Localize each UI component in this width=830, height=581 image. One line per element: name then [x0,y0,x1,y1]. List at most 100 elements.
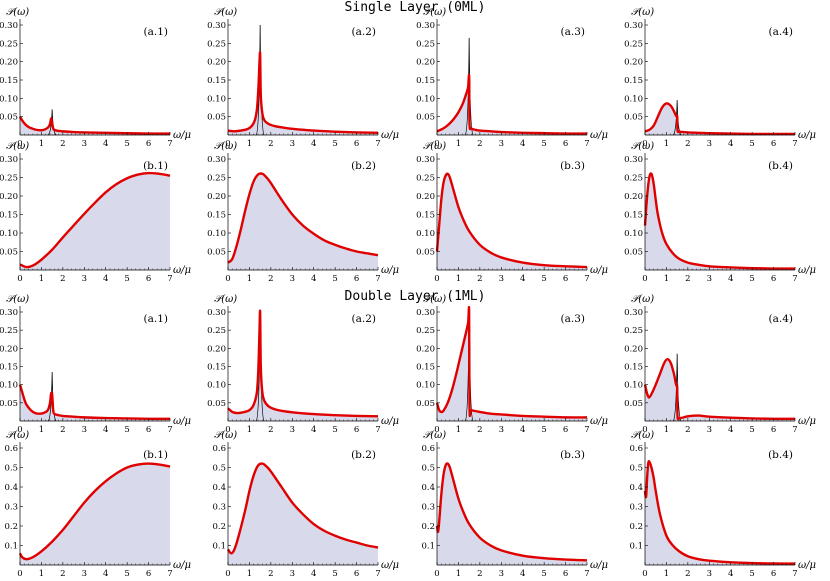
y-tick-label: 0.20 [207,58,226,68]
y-tick-label: 0.15 [624,211,643,221]
x-tick-label: 4 [728,274,733,284]
x-tick-label: 1 [247,569,252,579]
x-tick-label: 7 [167,274,172,284]
y-tick-label: 0.3 [212,503,226,513]
y-tick-label: 0.10 [624,229,643,239]
x-tick-label: 0 [225,569,230,579]
x-tick-label: 7 [792,569,797,579]
x-tick-label: 4 [311,425,316,435]
x-tick-label: 0 [434,139,439,149]
y-tick-label: 0.30 [207,155,226,165]
x-tick-label: 0 [225,274,230,284]
y-tick-label: 0.20 [624,58,643,68]
y-axis-label: 𝒫(ω) [423,294,446,305]
x-tick-label: 3 [82,569,87,579]
y-tick-label: 0.20 [416,58,435,68]
x-tick-label: 6 [563,425,568,435]
panel-3-0: 0 1 2 3 4 5 6 7 0.1 0.2 0.3 0.4 0.5 0.6 𝒫(ω) ω/μ (b.1) [4,430,191,579]
x-tick-label: 7 [584,569,589,579]
x-tick-label: 5 [124,425,129,435]
y-tick-label: 0.25 [207,39,226,49]
x-tick-label: 5 [541,425,546,435]
x-tick-label: 5 [332,139,337,149]
x-tick-label: 6 [771,425,776,435]
panel-1-2: 0 1 2 3 4 5 6 7 0.05 0.10 0.15 0.20 0.25 0.30 𝒫(ω) ω/μ (… [416,141,608,284]
y-tick-label: 0.2 [4,522,18,532]
y-tick-label: 0.30 [0,155,18,165]
spike-line [47,109,57,136]
panel-label: (a.3) [561,313,585,325]
y-tick-label: 0.10 [624,381,643,391]
x-tick-label: 5 [124,274,129,284]
series-curve [435,305,588,419]
y-tick-label: 0.6 [212,444,226,454]
panel-2-2: 0 1 2 3 4 5 6 7 0.05 0.10 0.15 0.20 0.25 0.30 𝒫(ω) ω/μ (… [416,294,608,435]
y-tick-label: 0.15 [416,76,435,86]
x-tick-label: 5 [749,425,754,435]
x-tick-label: 4 [520,139,525,149]
y-tick-label: 0.5 [629,464,643,474]
x-tick-label: 3 [290,274,295,284]
x-axis-label: ω/μ [173,560,191,571]
series-curve [435,462,588,562]
y-tick-label: 0.6 [421,444,435,454]
y-tick-label: 0.15 [624,76,643,86]
x-tick-label: 1 [247,425,252,435]
x-tick-label: 6 [146,274,151,284]
y-tick-label: 0.5 [421,464,435,474]
x-tick-label: 6 [771,139,776,149]
y-tick-label: 0.15 [0,76,18,86]
x-tick-label: 1 [664,425,669,435]
y-tick-label: 0.20 [0,192,18,202]
panel-label: (b.1) [143,160,168,172]
x-axis-label: ω/μ [590,560,608,571]
x-tick-label: 0 [225,139,230,149]
y-tick-label: 0.15 [207,363,226,373]
panel-3-1: 0 1 2 3 4 5 6 7 0.1 0.2 0.3 0.4 0.5 0.6 𝒫(ω) ω/μ (b.2) [212,430,399,579]
panel-3-2: 0 1 2 3 4 5 6 7 0.1 0.2 0.3 0.4 0.5 0.6 𝒫(ω) ω/μ (b.3) [421,430,608,579]
x-tick-label: 1 [456,425,461,435]
x-tick-label: 7 [167,569,172,579]
y-tick-label: 0.20 [624,344,643,354]
y-axis-label: 𝒫(ω) [631,7,654,18]
y-tick-label: 0.4 [629,483,643,493]
x-tick-label: 2 [60,569,65,579]
area-fill [437,307,587,421]
x-tick-label: 5 [332,425,337,435]
y-tick-label: 0.05 [624,399,643,409]
x-tick-label: 4 [520,425,525,435]
y-tick-label: 0.1 [629,542,643,552]
x-tick-label: 5 [124,569,129,579]
y-tick-label: 0.25 [624,326,643,336]
x-tick-label: 2 [60,139,65,149]
x-tick-label: 2 [477,569,482,579]
series-curve [227,172,379,264]
y-tick-label: 0.3 [4,503,18,513]
y-tick-label: 0.4 [4,483,18,493]
x-tick-label: 1 [664,569,669,579]
x-tick-label: 0 [225,425,230,435]
x-tick-label: 4 [311,139,316,149]
y-tick-label: 0.2 [629,522,643,532]
x-tick-label: 5 [749,274,754,284]
x-tick-label: 1 [39,139,44,149]
x-tick-label: 3 [499,274,504,284]
x-tick-label: 3 [82,425,87,435]
x-tick-label: 3 [707,425,712,435]
x-tick-label: 4 [103,425,108,435]
x-tick-label: 2 [685,139,690,149]
panel-label: (b.4) [768,449,793,461]
x-tick-label: 1 [39,274,44,284]
x-tick-label: 3 [290,425,295,435]
y-tick-label: 0.05 [207,248,226,258]
panel-label: (b.2) [351,449,376,461]
spike-line [255,24,265,136]
y-tick-label: 0.4 [212,483,226,493]
series-curve [227,51,379,134]
x-tick-label: 3 [499,139,504,149]
x-tick-label: 2 [685,274,690,284]
x-axis-label: ω/μ [798,560,816,571]
x-tick-label: 6 [146,139,151,149]
y-tick-label: 0.25 [416,174,435,184]
x-tick-label: 5 [749,139,754,149]
